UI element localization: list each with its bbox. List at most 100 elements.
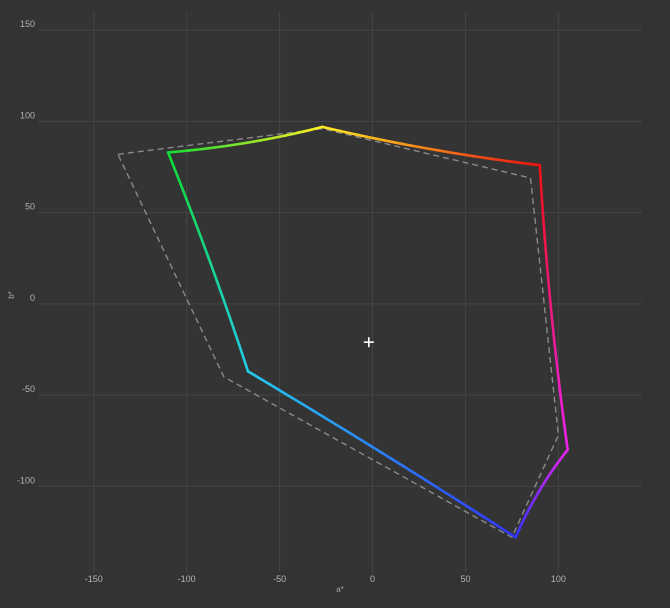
white-point-layer — [363, 337, 374, 348]
measured-gamut-segment — [554, 354, 559, 369]
measured-gamut-segment — [199, 234, 206, 247]
measured-gamut-segment — [205, 252, 212, 265]
measured-gamut-segment — [541, 211, 546, 227]
plot-area — [38, 12, 642, 572]
measured-gamut-segment — [520, 161, 532, 166]
measured-gamut-segment — [170, 160, 177, 173]
measured-gamut-segment — [219, 289, 225, 301]
measured-gamut-segment — [346, 430, 361, 441]
measured-gamut-segment — [492, 157, 505, 162]
measured-gamut-segment — [268, 383, 283, 393]
x-tick-label: 100 — [551, 574, 566, 584]
measured-gamut-segment — [181, 188, 188, 201]
reference-gamut-line — [117, 127, 560, 538]
measured-gamut-segment — [555, 365, 560, 381]
measured-gamut-segment — [313, 410, 328, 420]
x-axis-label: a* — [336, 585, 344, 594]
measured-gamut-segment — [436, 486, 450, 496]
measured-gamut-segment — [561, 413, 566, 428]
measured-gamut-segment — [243, 361, 250, 373]
measured-gamut-segment — [539, 175, 543, 191]
measured-gamut-segment — [338, 129, 351, 135]
measured-gamut-segment — [228, 316, 235, 328]
measured-gamut-segment — [212, 270, 219, 283]
measured-gamut-segment — [202, 243, 209, 256]
measured-gamut-segment — [192, 215, 199, 228]
measured-gamut-segment — [480, 514, 495, 525]
measured-gamut-segment — [321, 125, 333, 131]
measured-gamut-segment — [543, 235, 547, 250]
measured-gamut-segment — [401, 142, 414, 148]
measured-gamut-segment — [544, 247, 548, 262]
measured-gamut-segment — [510, 160, 523, 165]
measured-gamut-segment — [465, 153, 477, 158]
measured-gamut-segment — [392, 141, 405, 146]
measured-gamut-segment — [501, 159, 514, 164]
measured-gamut-segment — [280, 390, 294, 400]
measured-gamut-segment — [469, 507, 484, 518]
measured-gamut-segment — [314, 125, 324, 130]
measured-gamut-segment — [222, 298, 228, 310]
measured-gamut-segment — [548, 294, 553, 310]
measured-gamut-segment — [215, 280, 222, 292]
measured-gamut-segment — [542, 223, 546, 239]
measured-gamut-segment — [410, 144, 423, 149]
y-tick-label: 50 — [25, 202, 35, 212]
measured-gamut-segment — [188, 206, 195, 219]
measured-gamut-segment — [302, 403, 317, 413]
measured-gamut-segment — [383, 139, 396, 144]
measured-gamut-segment — [356, 133, 369, 139]
measured-gamut-segment — [447, 493, 462, 503]
measured-gamut-segment — [185, 197, 192, 210]
measured-gamut-segment — [437, 149, 450, 154]
measured-gamut-segment — [195, 225, 202, 237]
x-tick-label: 0 — [370, 574, 375, 584]
measured-gamut-segment — [166, 151, 174, 164]
tick-labels: -150 -100 -50 0 50 100 150 100 50 0 -50 -100 — [17, 19, 566, 584]
measured-gamut-segment — [365, 135, 378, 140]
measured-gamut-segment — [225, 307, 232, 319]
measured-gamut-segment — [503, 528, 517, 539]
measured-gamut-segment — [246, 370, 261, 380]
measured-gamut-segment — [529, 162, 542, 167]
measured-gamut-segment — [458, 500, 473, 511]
measured-gamut-segment — [553, 342, 558, 357]
measured-gamut-segment — [413, 472, 428, 482]
measured-gamut-segment — [540, 199, 545, 215]
measured-gamut-segment — [546, 271, 551, 286]
measured-gamut-segment — [174, 169, 181, 182]
measured-gamut-segment — [291, 396, 305, 407]
measured-gamut-segment — [424, 479, 439, 489]
x-tick-label: -150 — [85, 574, 103, 584]
measured-gamut-segment — [257, 376, 272, 386]
x-tick-label: 50 — [460, 574, 470, 584]
measured-gamut-segment — [374, 137, 387, 142]
measured-gamut-segment — [550, 318, 555, 334]
measured-gamut-segment — [552, 330, 556, 345]
grid — [38, 12, 642, 572]
measured-gamut-segment — [557, 377, 562, 393]
measured-gamut-segment — [474, 155, 487, 160]
y-axis-label: b* — [7, 291, 16, 299]
measured-gamut-segment — [547, 282, 552, 298]
measured-gamut-segment — [549, 306, 554, 322]
y-tick-label: -100 — [17, 475, 35, 485]
measured-gamut-segment — [560, 401, 565, 416]
measured-gamut-segment — [538, 163, 542, 179]
y-tick-label: 100 — [20, 110, 35, 120]
measured-gamut-segment — [456, 152, 468, 157]
gamut-series — [117, 125, 569, 539]
measured-gamut-segment — [240, 352, 247, 364]
y-tick-label: -50 — [22, 384, 35, 394]
measured-gamut-segment — [491, 521, 506, 532]
measured-gamut-segment — [329, 127, 342, 133]
measured-gamut-segment — [391, 458, 406, 468]
measured-gamut-segment — [347, 131, 360, 137]
x-tick-label: -100 — [178, 574, 196, 584]
measured-gamut-segment — [358, 437, 372, 448]
measured-gamut-segment — [539, 187, 544, 203]
measured-gamut-segment — [231, 325, 238, 337]
measured-gamut-segment — [428, 147, 441, 152]
